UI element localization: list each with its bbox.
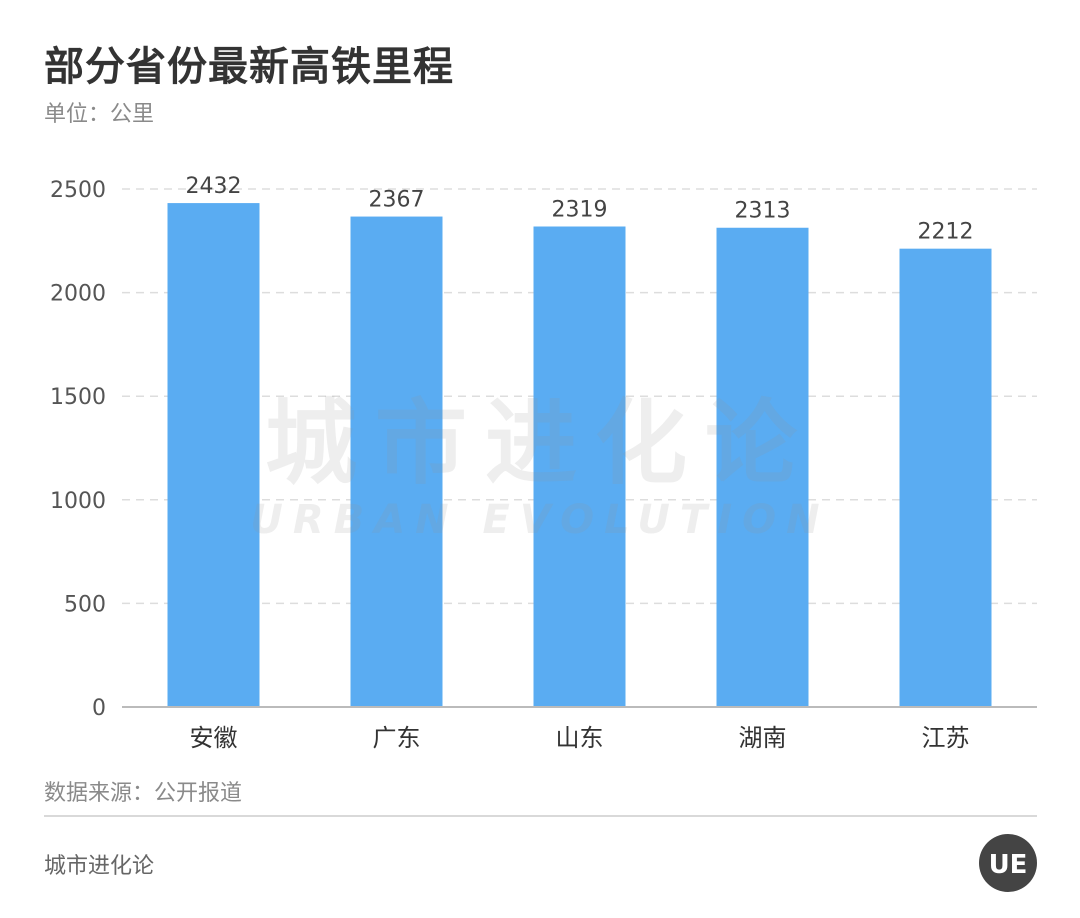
data-label: 2212 — [918, 220, 974, 245]
bar — [716, 227, 809, 707]
y-tick-label: 2000 — [50, 282, 106, 307]
x-tick-label: 江苏 — [922, 724, 970, 752]
unit-label: 单位：公里 — [44, 102, 155, 127]
brand-name: 城市进化论 — [44, 854, 155, 879]
y-tick-label: 2500 — [50, 178, 106, 203]
y-tick-label: 1000 — [50, 489, 106, 514]
data-source: 数据来源：公开报道 — [44, 781, 243, 806]
chart-title: 部分省份最新高铁里程 — [44, 44, 454, 90]
y-tick-label: 1500 — [50, 385, 106, 410]
bar-chart: 0 500 1000 1500 2000 2500 2432 安徽 2367 广东 2319 山东 23… — [50, 174, 1037, 752]
bar — [350, 216, 443, 707]
watermark-en: URBAN EVOLUTION — [250, 497, 829, 543]
x-tick-label: 山东 — [556, 724, 604, 752]
svg-text:UE: UE — [989, 850, 1028, 880]
x-tick-label: 广东 — [373, 724, 421, 752]
data-label: 2313 — [735, 199, 791, 224]
ue-logo-icon: UE — [979, 834, 1037, 892]
data-label: 2367 — [369, 188, 425, 213]
divider — [44, 815, 1037, 817]
x-tick-label: 安徽 — [190, 724, 238, 752]
watermark-cn: 城市进化论 — [265, 390, 815, 497]
bar — [533, 226, 626, 707]
bar — [899, 248, 992, 708]
data-label: 2432 — [186, 174, 242, 199]
bar — [167, 203, 260, 707]
y-tick-label: 500 — [64, 592, 106, 617]
y-tick-label: 0 — [92, 696, 106, 721]
data-label: 2319 — [552, 198, 608, 223]
x-tick-label: 湖南 — [739, 724, 787, 752]
